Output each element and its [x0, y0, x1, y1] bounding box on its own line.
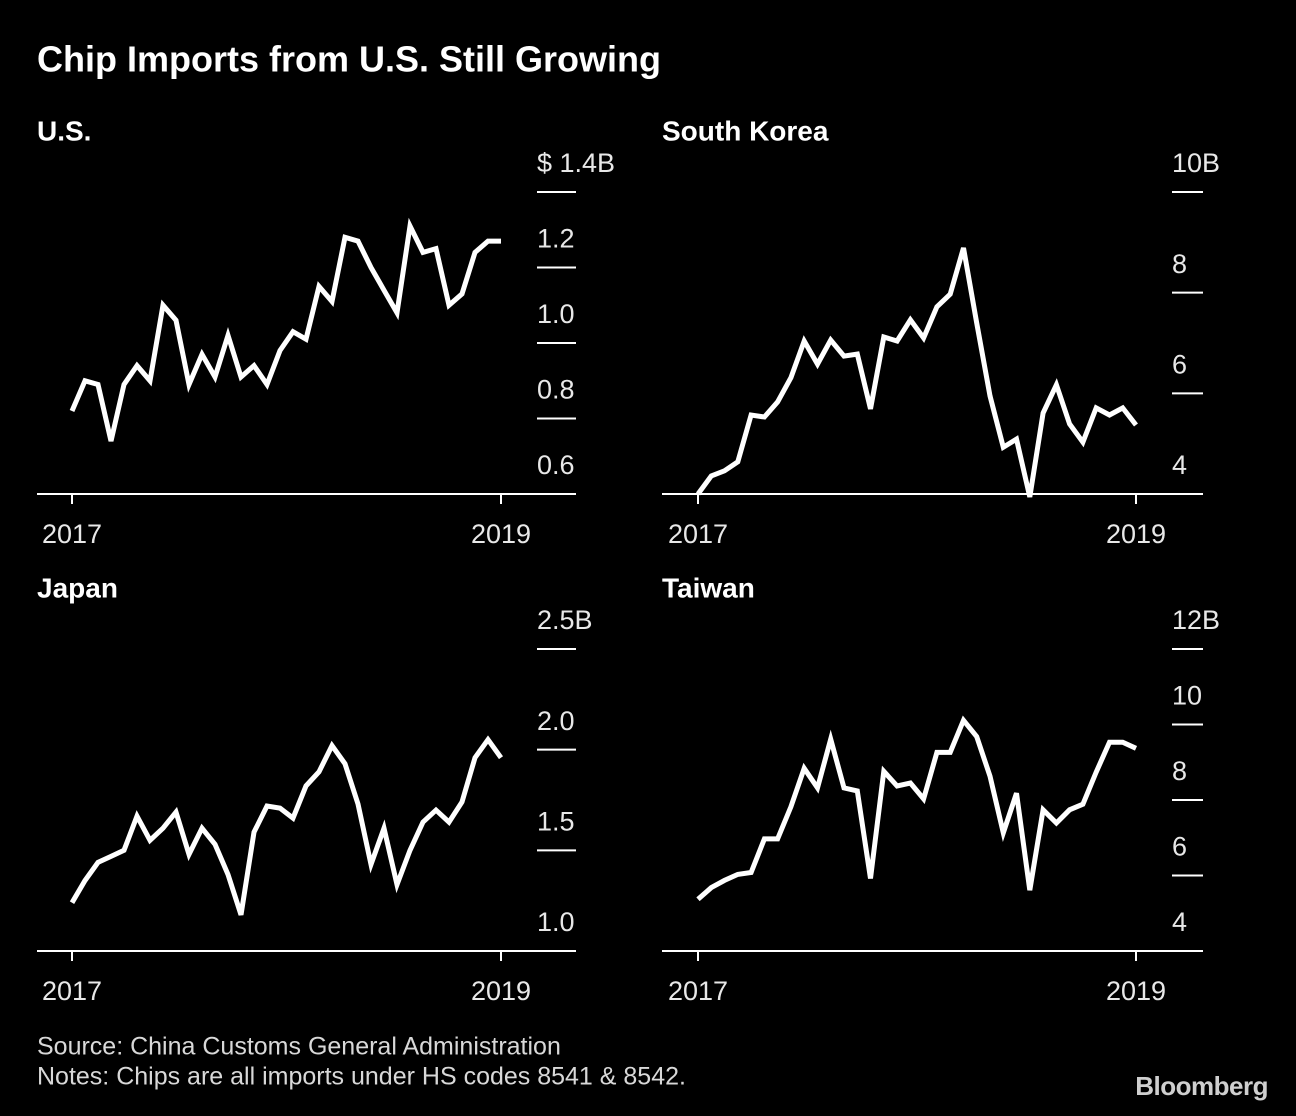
x-tick-label: 2017: [668, 976, 728, 1006]
y-tick-label: 0.8: [537, 375, 575, 405]
y-tick-label: 1.2: [537, 224, 575, 254]
y-tick-label: 10: [1172, 681, 1202, 711]
x-tick-label: 2017: [42, 519, 102, 549]
y-tick-label: 0.6: [537, 450, 575, 480]
notes: Notes: Chips are all imports under HS co…: [37, 1063, 686, 1091]
panel-title: South Korea: [662, 115, 829, 146]
y-tick-label: 4: [1172, 450, 1187, 480]
x-tick-label: 2017: [42, 976, 102, 1006]
x-tick-label: 2019: [471, 976, 531, 1006]
y-tick-label: 1.0: [537, 299, 575, 329]
y-tick-label: 10B: [1172, 148, 1220, 178]
x-tick-label: 2017: [668, 519, 728, 549]
panel-title: Taiwan: [662, 572, 755, 603]
y-tick-label: 6: [1172, 832, 1187, 862]
y-tick-label: 8: [1172, 756, 1187, 786]
data-line: [695, 247, 1138, 498]
x-tick-label: 2019: [1106, 519, 1166, 549]
y-tick-label: $ 1.4B: [537, 148, 615, 178]
chart-title: Chip Imports from U.S. Still Growing: [37, 39, 661, 80]
source: Source: China Customs General Administra…: [37, 1033, 561, 1061]
y-tick-label: 2.0: [537, 706, 575, 736]
data-line: [69, 217, 501, 442]
y-tick-label: 6: [1172, 349, 1187, 379]
panel-title: U.S.: [37, 115, 91, 146]
x-tick-label: 2019: [471, 519, 531, 549]
y-tick-label: 2.5B: [537, 605, 593, 635]
data-line: [696, 715, 1138, 902]
y-tick-label: 1.0: [537, 907, 575, 937]
panel-title: Japan: [37, 572, 118, 603]
brand: Bloomberg: [1135, 1071, 1268, 1101]
y-tick-label: 4: [1172, 907, 1187, 937]
y-tick-label: 8: [1172, 249, 1187, 279]
y-tick-label: 1.5: [537, 806, 575, 836]
y-tick-label: 12B: [1172, 605, 1220, 635]
data-line: [69, 735, 504, 916]
x-tick-label: 2019: [1106, 976, 1166, 1006]
